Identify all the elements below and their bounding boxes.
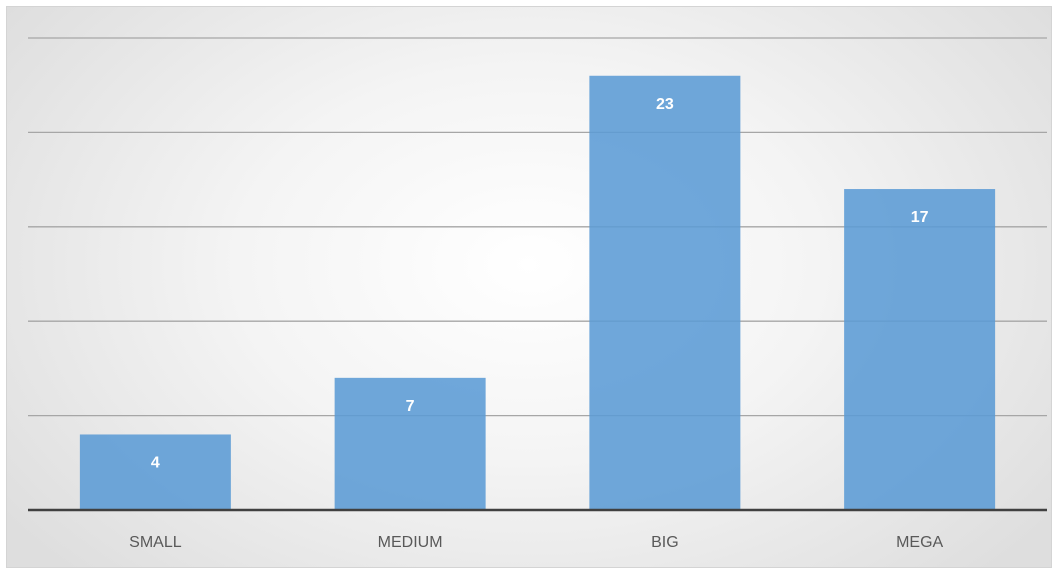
data-label-medium: 7	[406, 398, 415, 415]
x-tick-label-small: SMALL	[129, 534, 182, 551]
data-label-mega: 17	[911, 209, 929, 226]
x-tick-label-mega: MEGA	[896, 534, 943, 551]
bar-mega	[844, 189, 996, 511]
x-axis-tick-labels: SMALL MEDIUM BIG MEGA	[129, 534, 943, 551]
x-tick-label-medium: MEDIUM	[378, 534, 443, 551]
data-label-big: 23	[656, 96, 674, 113]
data-label-small: 4	[151, 454, 160, 471]
x-tick-label-big: BIG	[651, 534, 679, 551]
bars	[79, 75, 996, 511]
bar-small	[79, 434, 231, 510]
bar-chart: 4 7 23 17 SMALL MEDIUM BIG MEGA	[28, 37, 1047, 551]
chart-area: 4 7 23 17 SMALL MEDIUM BIG MEGA	[6, 6, 1052, 568]
data-labels: 4 7 23 17	[151, 96, 929, 472]
bar-big	[589, 75, 741, 510]
bar-medium	[334, 377, 486, 510]
